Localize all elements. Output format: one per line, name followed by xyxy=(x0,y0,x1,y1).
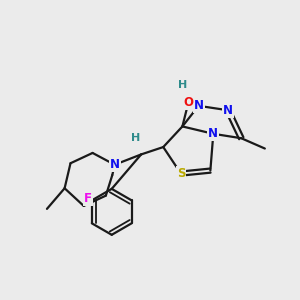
Text: S: S xyxy=(177,167,185,180)
Text: H: H xyxy=(131,133,140,142)
Text: F: F xyxy=(84,192,92,206)
Text: H: H xyxy=(178,80,187,90)
Text: N: N xyxy=(223,104,233,117)
Text: N: N xyxy=(194,99,204,112)
Text: O: O xyxy=(183,96,193,110)
Text: N: N xyxy=(208,127,218,140)
Text: N: N xyxy=(110,158,120,171)
